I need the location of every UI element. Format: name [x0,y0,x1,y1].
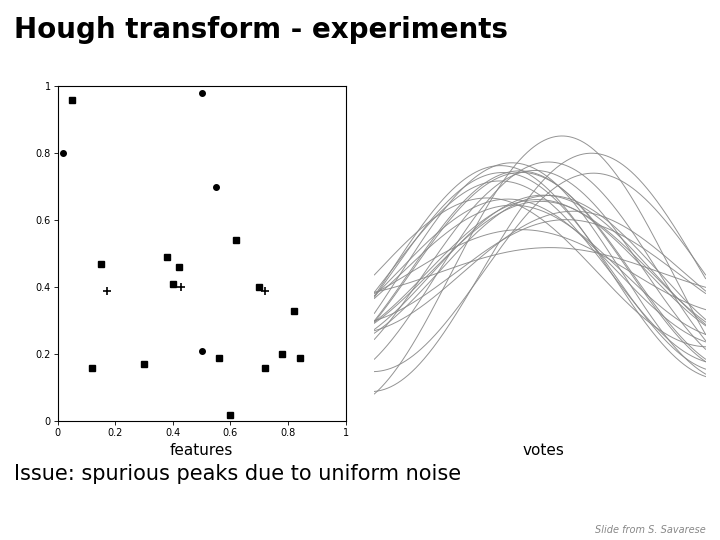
Text: votes: votes [523,443,564,458]
Text: Hough transform - experiments: Hough transform - experiments [14,16,508,44]
Text: features: features [170,443,233,458]
Text: Slide from S. Savarese: Slide from S. Savarese [595,524,706,535]
Text: Issue: spurious peaks due to uniform noise: Issue: spurious peaks due to uniform noi… [14,464,462,484]
